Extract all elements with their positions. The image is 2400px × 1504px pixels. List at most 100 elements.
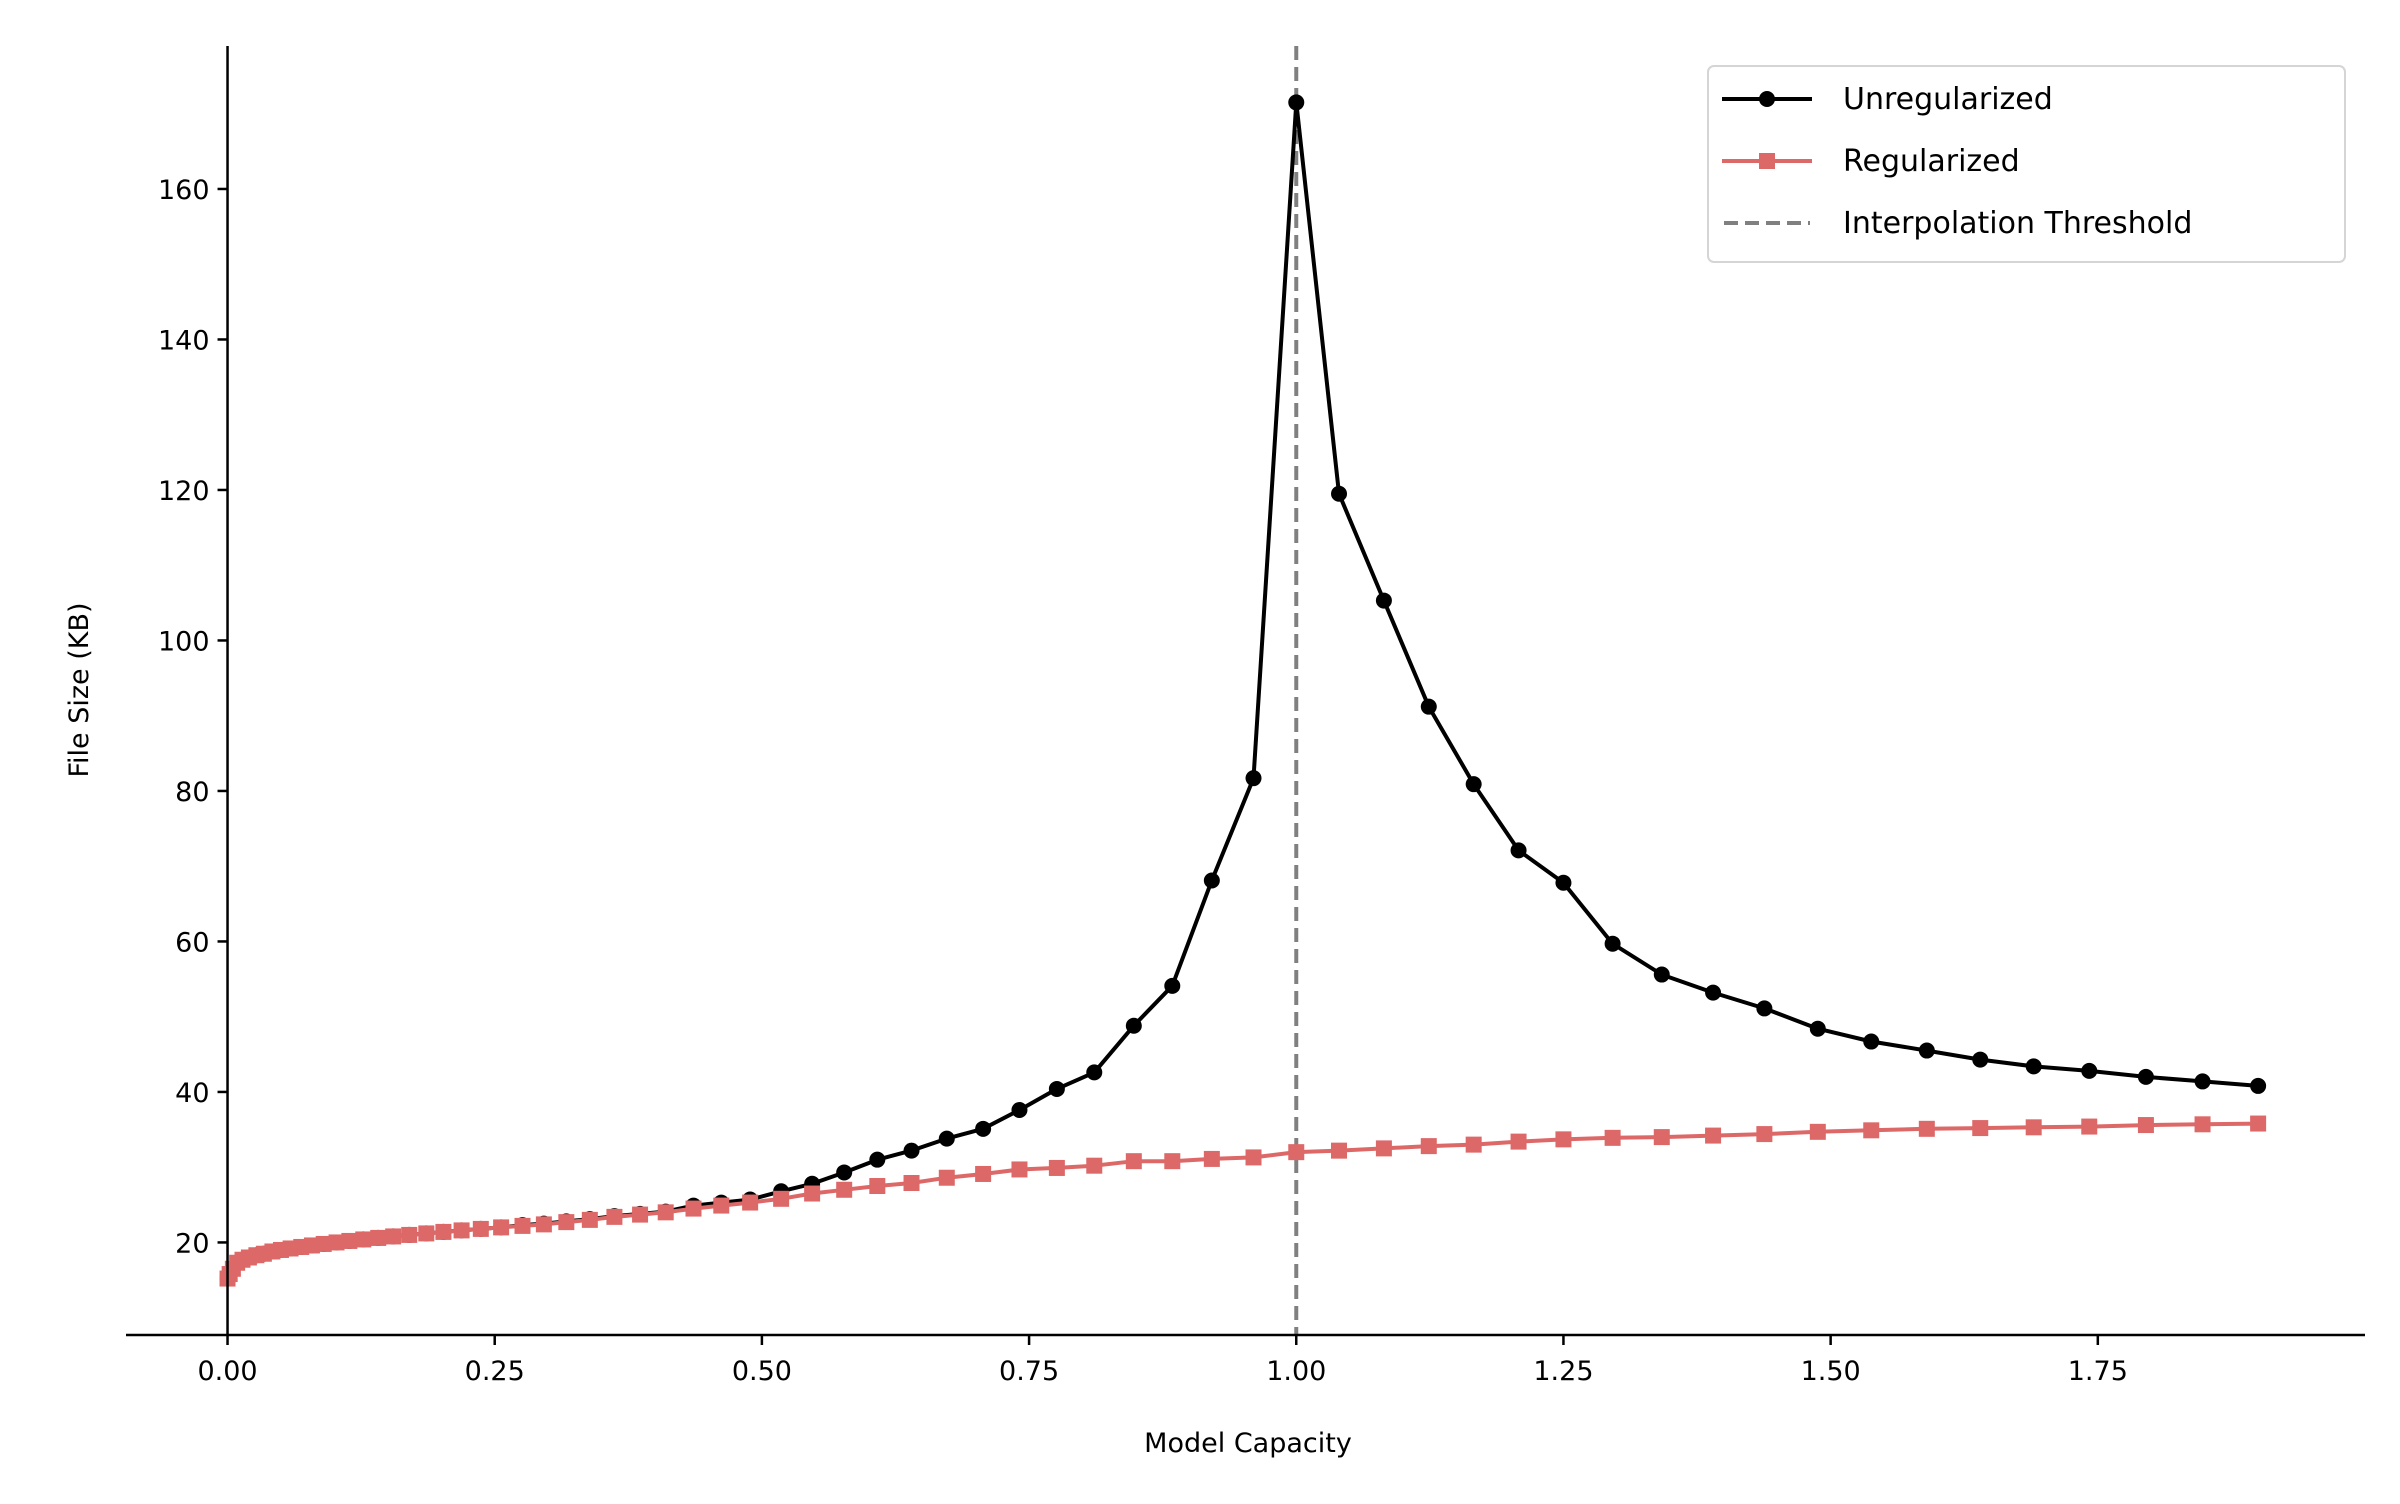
y-tick-label: 80 xyxy=(175,777,209,808)
data-point xyxy=(1125,1153,1142,1170)
data-point xyxy=(418,1225,435,1242)
y-tick-label: 100 xyxy=(158,626,210,657)
data-point xyxy=(1375,1140,1392,1157)
data-point xyxy=(1604,1129,1621,1146)
data-point xyxy=(1288,94,1305,111)
data-point xyxy=(742,1194,759,1211)
data-point xyxy=(1086,1064,1103,1081)
y-axis-label: File Size (KB) xyxy=(64,602,95,777)
x-tick-label: 1.50 xyxy=(1801,1356,1861,1387)
legend-frame xyxy=(1707,65,2346,263)
data-point xyxy=(453,1222,470,1239)
data-point xyxy=(1465,776,1482,793)
data-point xyxy=(1164,1153,1181,1170)
data-point xyxy=(1086,1157,1103,1174)
y-tick-label: 120 xyxy=(158,476,210,507)
data-point xyxy=(1375,592,1392,609)
data-point xyxy=(558,1214,575,1231)
data-point xyxy=(341,1232,358,1249)
data-point xyxy=(535,1216,552,1233)
data-point xyxy=(1245,770,1262,787)
series-regularized xyxy=(219,1115,2267,1287)
data-point xyxy=(869,1151,886,1168)
data-point xyxy=(2081,1118,2098,1135)
data-point xyxy=(1203,872,1220,889)
data-point xyxy=(713,1197,730,1214)
data-point xyxy=(975,1165,992,1182)
data-point xyxy=(632,1206,649,1223)
data-point xyxy=(355,1231,372,1248)
data-point xyxy=(435,1223,452,1240)
data-point xyxy=(1510,842,1527,859)
data-point xyxy=(2025,1119,2042,1136)
plot-area xyxy=(219,46,2267,1335)
legend-unregularized-label: Unregularized xyxy=(1843,82,2053,117)
axes: 0.00 0.25 0.50 0.75 1.00 1.25 1.50 1.75 20 40 60 80… xyxy=(126,46,2365,1387)
data-point xyxy=(1653,966,1670,983)
data-point xyxy=(370,1229,387,1246)
data-point xyxy=(1604,935,1621,952)
data-point xyxy=(2194,1073,2211,1090)
data-point xyxy=(1125,1017,1142,1034)
y-tick-label: 20 xyxy=(175,1228,209,1259)
data-point xyxy=(1331,485,1348,502)
data-point xyxy=(1331,1142,1348,1159)
data-point xyxy=(581,1211,598,1228)
x-tick-label: 0.00 xyxy=(197,1356,257,1387)
data-point xyxy=(1420,1138,1437,1155)
legend-unregularized-marker xyxy=(1759,91,1775,107)
data-point xyxy=(1705,984,1722,1001)
data-point xyxy=(1203,1150,1220,1167)
data-point xyxy=(1918,1120,1935,1137)
x-tick-label: 1.00 xyxy=(1266,1356,1326,1387)
data-point xyxy=(903,1142,920,1159)
data-point xyxy=(903,1174,920,1191)
data-point xyxy=(1011,1102,1028,1119)
x-tick-label: 1.75 xyxy=(2068,1356,2128,1387)
data-point xyxy=(1510,1133,1527,1150)
data-point xyxy=(1245,1149,1262,1166)
data-point xyxy=(2194,1116,2211,1133)
data-point xyxy=(685,1200,702,1217)
data-point xyxy=(2250,1115,2267,1132)
data-point xyxy=(1756,1000,1773,1017)
data-point xyxy=(836,1181,853,1198)
data-point xyxy=(514,1217,531,1234)
data-point xyxy=(2025,1058,2042,1075)
data-point xyxy=(1164,977,1181,994)
y-tick-label: 60 xyxy=(175,927,209,958)
data-point xyxy=(1863,1033,1880,1050)
data-point xyxy=(804,1185,821,1202)
series-line xyxy=(225,100,2259,1280)
series-line xyxy=(225,1121,2259,1280)
data-point xyxy=(938,1130,955,1147)
data-point xyxy=(493,1219,510,1236)
data-point xyxy=(975,1120,992,1137)
data-point xyxy=(836,1164,853,1181)
data-point xyxy=(773,1190,790,1207)
y-tick-label: 140 xyxy=(158,325,210,356)
y-tick-label: 40 xyxy=(175,1078,209,1109)
data-point xyxy=(1756,1126,1773,1143)
x-tick-label: 1.25 xyxy=(1533,1356,1593,1387)
data-point xyxy=(869,1178,886,1195)
x-tick-label: 0.25 xyxy=(465,1356,525,1387)
data-point xyxy=(1653,1129,1670,1146)
data-point xyxy=(2081,1062,2098,1079)
data-point xyxy=(1555,1131,1572,1148)
data-point xyxy=(1809,1020,1826,1037)
x-tick-label: 0.50 xyxy=(732,1356,792,1387)
data-point xyxy=(2137,1117,2154,1134)
legend-threshold-label: Interpolation Threshold xyxy=(1843,206,2192,241)
data-point xyxy=(2137,1068,2154,1085)
data-point xyxy=(938,1169,955,1186)
data-point xyxy=(606,1208,623,1225)
data-point xyxy=(1555,874,1572,891)
data-point xyxy=(1972,1051,1989,1068)
data-point xyxy=(1420,698,1437,715)
data-point xyxy=(2250,1077,2267,1094)
data-point xyxy=(1048,1080,1065,1097)
data-point xyxy=(315,1235,332,1252)
x-tick-label: 0.75 xyxy=(999,1356,1059,1387)
